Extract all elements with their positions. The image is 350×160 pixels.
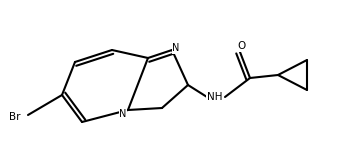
Text: Br: Br — [8, 112, 20, 122]
Text: NH: NH — [207, 92, 223, 102]
Text: O: O — [238, 41, 246, 51]
Text: N: N — [172, 43, 180, 53]
Text: N: N — [119, 109, 127, 119]
